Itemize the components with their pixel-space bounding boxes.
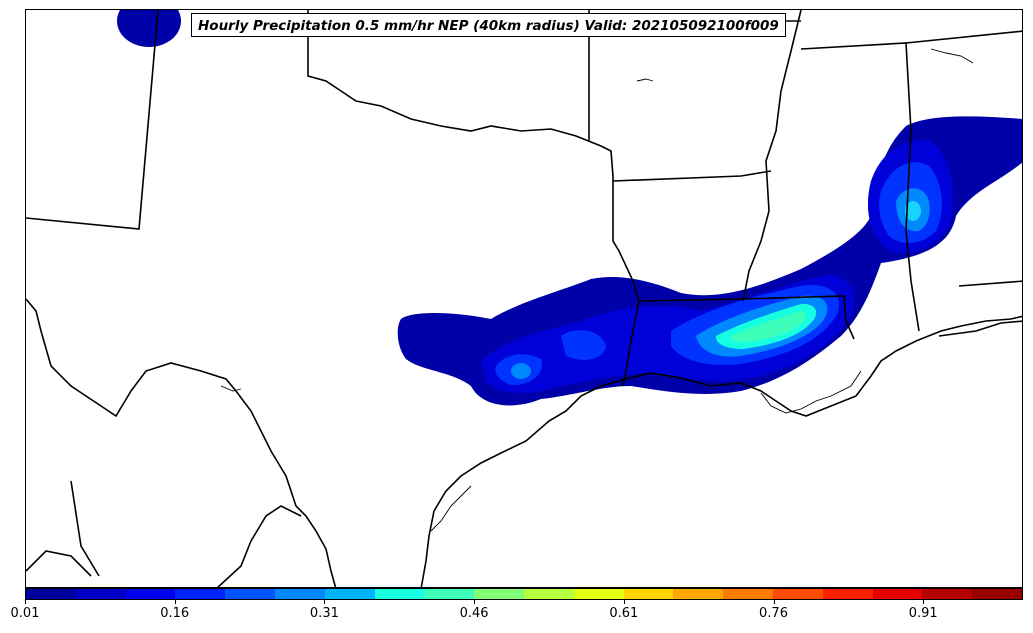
colorbar-segment xyxy=(424,589,475,599)
coast-detail xyxy=(220,48,974,532)
colorbar-tick-label: 0.91 xyxy=(908,606,938,621)
colorbar-segment xyxy=(772,589,823,599)
colorbar-tick-label: 0.01 xyxy=(10,606,40,621)
colorbar-segment xyxy=(125,589,176,599)
colorbar-segment xyxy=(175,589,226,599)
colorbar-tick-mark xyxy=(923,600,925,604)
colorbar-segment xyxy=(623,589,674,599)
colorbar-tick-mark xyxy=(25,600,26,604)
colorbar-segment xyxy=(75,589,126,599)
colorbar-segment xyxy=(573,589,624,599)
precipitation-field xyxy=(117,10,1022,406)
colorbar xyxy=(25,588,1023,600)
colorbar-tick-mark xyxy=(623,600,625,604)
colorbar-segment xyxy=(523,589,574,599)
map-svg xyxy=(26,10,1022,587)
colorbar-tick-mark xyxy=(474,600,476,604)
colorbar-tick-mark xyxy=(773,600,775,604)
colorbar-segment xyxy=(474,589,524,599)
colorbar-segment xyxy=(872,589,923,599)
colorbar-tick-mark xyxy=(174,600,176,604)
colorbar-segment xyxy=(26,589,76,599)
map-area xyxy=(25,9,1023,588)
colorbar-segment xyxy=(324,589,375,599)
chart-title: Hourly Precipitation 0.5 mm/hr NEP (40km… xyxy=(191,13,786,37)
boundary-lines xyxy=(26,10,1022,587)
colorbar-segment xyxy=(822,589,873,599)
colorbar-segment xyxy=(673,589,724,599)
colorbar-tick-label: 0.16 xyxy=(160,606,190,621)
colorbar-tick-label: 0.46 xyxy=(459,606,489,621)
colorbar-tick-mark xyxy=(324,600,326,604)
colorbar-tick-label: 0.76 xyxy=(759,606,788,621)
colorbar-tick-label: 0.61 xyxy=(609,606,639,621)
colorbar-tick-label: 0.31 xyxy=(309,606,339,621)
colorbar-segment xyxy=(723,589,773,599)
colorbar-segment xyxy=(274,589,325,599)
colorbar-segment xyxy=(225,589,275,599)
colorbar-segment xyxy=(922,589,973,599)
colorbar-segment xyxy=(374,589,425,599)
colorbar-segment xyxy=(972,589,1022,599)
